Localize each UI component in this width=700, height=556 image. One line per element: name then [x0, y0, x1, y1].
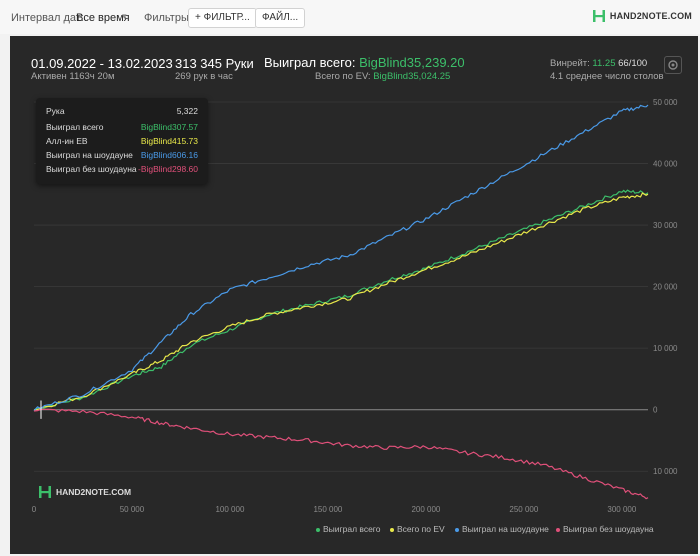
legend-item[interactable]: Выиграл без шоудауна [556, 524, 654, 534]
series-line [33, 408, 649, 500]
tooltip-label: Алл-ин EВ [46, 136, 88, 146]
watermark-text: HAND2NOTE.COM [56, 487, 132, 497]
legend-dot-icon [316, 527, 320, 532]
tooltip-row: Выиграл без шоудауна -BigBlind298.60 [46, 164, 198, 178]
tooltip-label: Выиграл без шоудауна [46, 164, 137, 174]
legend-item[interactable]: Всего по EV [390, 524, 445, 534]
tooltip-label: Выиграл на шоудауне [46, 150, 133, 160]
tooltip-value: BigBlind606.16 [140, 150, 198, 160]
x-tick-label: 100 000 [215, 505, 244, 514]
legend-item[interactable]: Выиграл всего [316, 524, 380, 534]
filters-label: Фильтры: [144, 12, 192, 24]
legend-item[interactable]: Выиграл на шоудауне [455, 524, 549, 534]
winrate-label: Винрейт: [550, 58, 590, 69]
avg-tables: 4.1 среднее число столов [550, 71, 664, 82]
y-tick-label: 50 000 [653, 98, 678, 107]
legend-label: Всего по EV [397, 524, 445, 534]
chart-watermark: HAND2NOTE.COM [38, 485, 131, 499]
date-interval-select[interactable]: Все время [76, 12, 130, 24]
y-tick-label: 10 000 [653, 467, 678, 476]
legend-label: Выиграл без шоудауна [563, 524, 654, 534]
tooltip-value: 5,322 [176, 106, 198, 116]
y-tick-label: 0 [653, 406, 658, 415]
won-label: Выиграл всего: [264, 55, 356, 70]
tooltip-row: Алл-ин EВ BigBlind415.73 [46, 136, 198, 150]
won-total: Выиграл всего: BigBlind35,239.20 [264, 55, 465, 70]
legend-dot-icon [455, 527, 459, 532]
chart-tooltip: Рука 5,322 Выиграл всего BigBlind307.57 Ал… [36, 98, 208, 184]
add-filter-button[interactable]: + ФИЛЬТР... [188, 8, 257, 28]
series-line [33, 104, 649, 412]
x-tick-label: 150 000 [313, 505, 342, 514]
tooltip-label: Выиграл всего [46, 122, 104, 132]
hand2note-logo-icon [592, 10, 605, 22]
gear-icon [668, 60, 678, 70]
y-tick-label: 30 000 [653, 221, 678, 230]
date-interval-label: Интервал дат: [11, 12, 84, 24]
legend-label: Выиграл всего [323, 524, 381, 534]
y-tick-label: 20 000 [653, 283, 678, 292]
settings-button[interactable] [664, 56, 682, 74]
y-tick-label: 40 000 [653, 160, 678, 169]
chevron-down-icon[interactable]: ▾ [122, 11, 127, 21]
tooltip-row: Выиграл на шоудауне BigBlind606.16 [46, 150, 198, 164]
won-value: BigBlind35,239.20 [359, 55, 465, 70]
brand-logo[interactable]: HAND2NOTE.COM [592, 9, 692, 23]
hands-per-hour: 269 рук в час [175, 71, 233, 82]
ev-total: Всего по EV: BigBlind35,024.25 [315, 71, 450, 82]
legend-dot-icon [556, 527, 560, 532]
x-tick-label: 0 [32, 505, 37, 514]
winrate: Винрейт: 11.25 66/100 [550, 58, 647, 69]
date-range: 01.09.2022 - 13.02.2023 [31, 56, 173, 71]
winrate-value: 11.25 [592, 58, 616, 69]
tooltip-value: BigBlind415.73 [140, 136, 198, 146]
legend-label: Выиграл на шоудауне [462, 524, 549, 534]
x-tick-label: 300 000 [607, 505, 636, 514]
series-line [33, 189, 649, 411]
legend-dot-icon [390, 527, 394, 532]
series-line [33, 192, 649, 411]
tooltip-value: BigBlind307.57 [140, 122, 198, 132]
x-tick-label: 250 000 [509, 505, 538, 514]
winrate-sample: 66/100 [618, 58, 648, 69]
y-tick-label: 10 000 [653, 344, 678, 353]
ev-value: BigBlind35,024.25 [373, 71, 451, 82]
hand2note-logo-icon [39, 486, 51, 498]
active-time: Активен 1163ч 20м [31, 71, 115, 82]
logo-text: HAND2NOTE.COM [609, 11, 692, 21]
ev-label: Всего по EV: [315, 71, 371, 82]
file-button[interactable]: ФАЙЛ... [255, 8, 306, 28]
tooltip-row: Выиграл всего BigBlind307.57 [46, 122, 198, 136]
tooltip-label: Рука [46, 106, 65, 116]
hands-count: 313 345 Руки [175, 56, 254, 71]
x-tick-label: 200 000 [411, 505, 440, 514]
x-tick-label: 50 000 [120, 505, 145, 514]
toolbar: Интервал дат: Все время ▾ Фильтры: + ФИЛ… [0, 0, 700, 34]
tooltip-value: -BigBlind298.60 [137, 164, 198, 174]
tooltip-row: Рука 5,322 [46, 106, 198, 120]
